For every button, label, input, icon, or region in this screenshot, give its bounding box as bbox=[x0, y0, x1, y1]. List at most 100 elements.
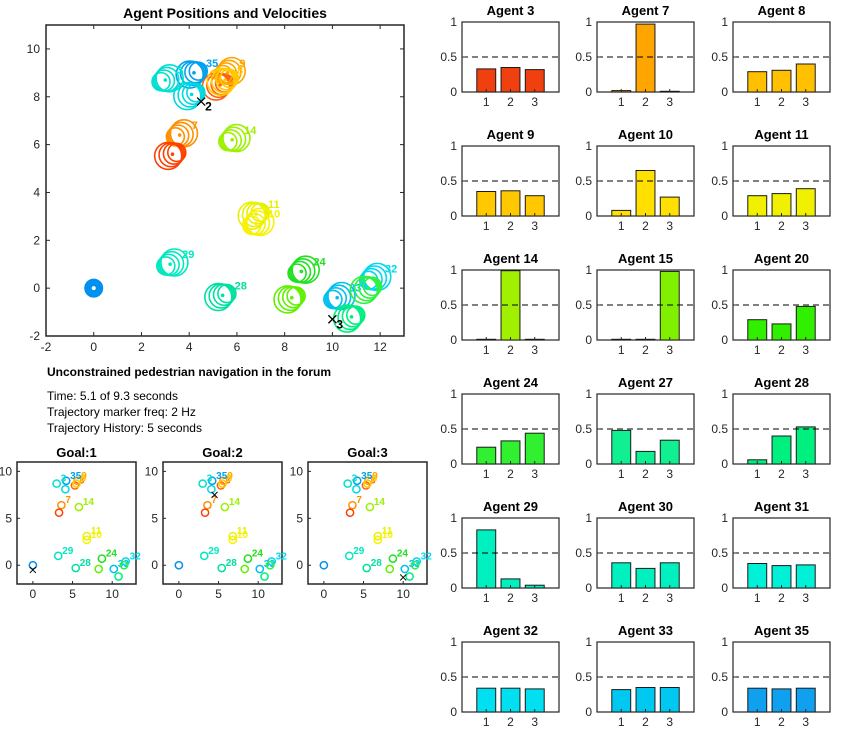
x-tick-label: 2 bbox=[507, 467, 514, 481]
agent-3-mini-marker bbox=[70, 481, 80, 490]
agent-label: 32 bbox=[385, 264, 397, 276]
agent-29-mini-marker bbox=[344, 551, 354, 561]
x-tick-label: 3 bbox=[531, 95, 538, 109]
probability-bar bbox=[476, 68, 497, 93]
agent-mini-label: 8 bbox=[227, 474, 233, 485]
probability-bar bbox=[524, 688, 545, 713]
x-tick-label: 6 bbox=[234, 340, 241, 354]
trajectory-circle bbox=[204, 282, 233, 312]
agent-35-mini-marker bbox=[61, 476, 71, 486]
agent-bar-panel: Agent 30 1 2 3 0 0.5 1 bbox=[575, 499, 695, 605]
probability-bar bbox=[795, 687, 816, 713]
agent-12-mini-marker bbox=[373, 535, 383, 545]
agent-31-marker: 3 bbox=[151, 64, 184, 93]
agent-label: 28 bbox=[235, 280, 247, 292]
agent-10-mini-marker bbox=[345, 508, 355, 518]
y-tick-label: 5 bbox=[5, 511, 12, 525]
x-tick-label: 1 bbox=[483, 467, 490, 481]
y-tick-label: 10 bbox=[290, 464, 304, 478]
x-tick-label: 10 bbox=[252, 587, 266, 601]
panel-title: Agent 29 bbox=[483, 499, 538, 514]
x-tick-label: 3 bbox=[666, 591, 673, 605]
probability-bar bbox=[771, 193, 792, 217]
panel-title: Agent 27 bbox=[618, 375, 673, 390]
y-tick-label: 0 bbox=[721, 333, 728, 347]
agent-mini-label: 14 bbox=[374, 497, 386, 508]
agent-7-marker: 9 bbox=[213, 56, 246, 86]
x-tick-label: 3 bbox=[666, 343, 673, 357]
y-tick-label: 0.5 bbox=[575, 298, 592, 312]
agent-14-mini-marker bbox=[74, 502, 84, 512]
y-tick-label: 10 bbox=[27, 42, 41, 56]
probability-bar bbox=[747, 319, 768, 341]
agent-1-mini-marker bbox=[319, 560, 329, 570]
y-tick-label: 0 bbox=[585, 705, 592, 719]
y-tick-label: 5 bbox=[296, 511, 303, 525]
trajectory-circle bbox=[246, 207, 275, 237]
y-tick-label: 1 bbox=[450, 139, 457, 153]
probability-bar bbox=[500, 687, 521, 713]
y-tick-label: 0 bbox=[585, 209, 592, 223]
x-tick-label: 10 bbox=[106, 587, 120, 601]
probability-bar bbox=[795, 305, 816, 341]
x-tick-label: 2 bbox=[778, 591, 785, 605]
probability-bar bbox=[659, 270, 680, 341]
x-tick-label: 1 bbox=[618, 95, 625, 109]
agent-label: 3 bbox=[177, 65, 183, 77]
y-tick-label: 0.5 bbox=[575, 546, 592, 560]
trajectory-circle bbox=[237, 201, 267, 231]
y-tick-label: 0 bbox=[450, 581, 457, 595]
probability-bar bbox=[747, 71, 768, 93]
x-tick-label: 1 bbox=[754, 715, 761, 729]
agent-20-mini-marker bbox=[385, 564, 395, 574]
probability-bar bbox=[771, 69, 792, 93]
y-tick-label: 1 bbox=[585, 387, 592, 401]
agent-bar-panel: Agent 27 1 2 3 0 0.5 1 bbox=[575, 375, 695, 481]
main-positions-plot: Agent Positions and Velocities-2 0 2 4 6 8 10 1… bbox=[27, 5, 405, 354]
probability-bar bbox=[747, 563, 768, 589]
x-tick-label: 3 bbox=[802, 467, 809, 481]
agent-bar-panel: Agent 9 1 2 3 0 0.5 1 bbox=[440, 127, 560, 233]
y-tick-label: 0 bbox=[450, 85, 457, 99]
x-tick-label: 2 bbox=[138, 340, 145, 354]
y-tick-label: 1 bbox=[585, 139, 592, 153]
agent-30-mini-marker bbox=[352, 484, 361, 494]
trajectory-circle bbox=[349, 275, 379, 305]
probability-bar bbox=[524, 69, 545, 93]
probability-bar bbox=[500, 190, 521, 217]
x-tick-label: 3 bbox=[666, 219, 673, 233]
x-tick-label: 1 bbox=[483, 95, 490, 109]
agent-center bbox=[189, 92, 194, 97]
trajectory-circle bbox=[217, 56, 246, 86]
agent-center bbox=[366, 286, 371, 290]
y-tick-label: 0 bbox=[450, 705, 457, 719]
agent-center bbox=[220, 293, 225, 298]
scene-title: Unconstrained pedestrian navigation in t… bbox=[47, 365, 332, 379]
agent-31-mini-marker bbox=[198, 479, 208, 488]
x-tick-label: 3 bbox=[802, 95, 809, 109]
probability-bar bbox=[500, 67, 521, 93]
y-tick-label: 1 bbox=[450, 387, 457, 401]
agent-mini-label: 29 bbox=[353, 546, 365, 557]
x-tick-label: 1 bbox=[483, 591, 490, 605]
agent-9-mini-marker bbox=[348, 500, 357, 510]
probability-bar bbox=[635, 23, 656, 93]
cross-line bbox=[327, 314, 337, 324]
agent-33-mini-marker bbox=[255, 564, 265, 574]
x-tick-label: 10 bbox=[326, 340, 340, 354]
panel-title: Agent 14 bbox=[483, 251, 539, 266]
agent-28-marker: 28 bbox=[204, 280, 247, 312]
x-tick-label: 2 bbox=[507, 343, 514, 357]
agent-28-mini-marker bbox=[217, 563, 227, 573]
agent-center bbox=[192, 71, 196, 75]
probability-bar bbox=[795, 426, 816, 465]
y-tick-label: 0 bbox=[721, 457, 728, 471]
goal-cross bbox=[29, 566, 37, 574]
agent-bar-panel: Agent 28 1 2 3 0 0.5 1 bbox=[711, 375, 831, 481]
agent-mini-label: 24 bbox=[397, 549, 409, 560]
agent-30-mini-marker bbox=[61, 484, 70, 494]
x-tick-label: 0 bbox=[30, 587, 37, 601]
goal-marker-label: 2 bbox=[205, 100, 212, 114]
